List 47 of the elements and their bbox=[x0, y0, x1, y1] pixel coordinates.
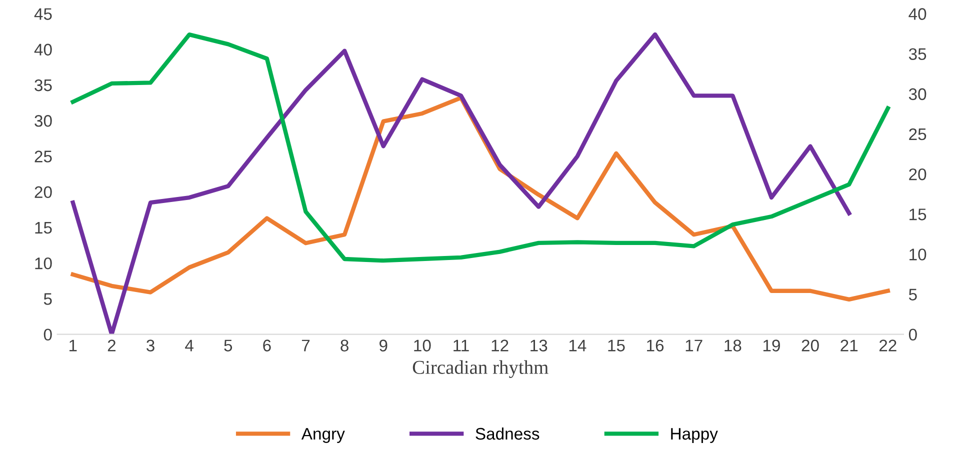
y-tick-label: 10 bbox=[35, 257, 52, 270]
legend-label: Happy bbox=[671, 428, 718, 443]
legend-label: Sadness bbox=[476, 427, 540, 440]
x-tick-label: 5 bbox=[224, 340, 232, 352]
x-tick-label: 15 bbox=[608, 340, 625, 352]
y-tick-label: 0 bbox=[44, 328, 52, 341]
y-tick-label: 25 bbox=[34, 150, 52, 162]
x-tick-label: 1 bbox=[70, 340, 77, 352]
y2-tick-label: 35 bbox=[908, 48, 926, 60]
line-series bbox=[70, 32, 852, 334]
y2-tick-label: 30 bbox=[908, 88, 926, 100]
y-tick-label: 5 bbox=[44, 293, 52, 305]
x-tick-label: 12 bbox=[492, 340, 508, 352]
y-tick-label: 45 bbox=[34, 8, 52, 20]
x-tick-label: 2 bbox=[108, 340, 116, 352]
y-tick-label: 40 bbox=[34, 44, 52, 56]
y2-tick-label: 10 bbox=[910, 248, 926, 260]
y-tick-label: 15 bbox=[35, 222, 52, 234]
x-tick-label: 21 bbox=[840, 340, 858, 352]
x-tick-label: 14 bbox=[569, 340, 586, 352]
x-tick-label: 4 bbox=[185, 340, 194, 352]
y-tick-label: 35 bbox=[34, 79, 52, 92]
y2-tick-label: 20 bbox=[909, 168, 926, 180]
y2-tick-label: 40 bbox=[908, 8, 926, 20]
x-tick-label: 10 bbox=[414, 340, 431, 352]
y-tick-label: 20 bbox=[34, 186, 52, 198]
x-tick-label: 7 bbox=[302, 340, 310, 352]
x-tick-label: 16 bbox=[647, 340, 664, 352]
x-tick-label: 20 bbox=[802, 340, 819, 352]
y2-tick-label: 25 bbox=[909, 128, 926, 140]
line-series bbox=[70, 32, 890, 263]
y2-tick-label: 15 bbox=[910, 208, 926, 220]
x-tick-label: 17 bbox=[686, 340, 702, 352]
x-axis-title: Circadian rhythm bbox=[412, 360, 548, 378]
x-tick-label: 19 bbox=[763, 340, 780, 352]
x-tick-label: 8 bbox=[340, 340, 348, 352]
y-tick-label: 30 bbox=[34, 115, 52, 127]
x-tick-label: 11 bbox=[454, 340, 469, 352]
x-tick-label: 22 bbox=[879, 340, 896, 352]
x-tick-label: 13 bbox=[530, 340, 548, 352]
y2-tick-label: 0 bbox=[908, 328, 917, 341]
y2-tick-label: 5 bbox=[908, 288, 917, 300]
x-tick-label: 18 bbox=[724, 340, 742, 352]
legend-label: Angry bbox=[301, 428, 345, 443]
x-tick-label: 3 bbox=[146, 340, 154, 352]
x-tick-label: 6 bbox=[263, 340, 271, 352]
x-tick-label: 9 bbox=[380, 340, 388, 352]
